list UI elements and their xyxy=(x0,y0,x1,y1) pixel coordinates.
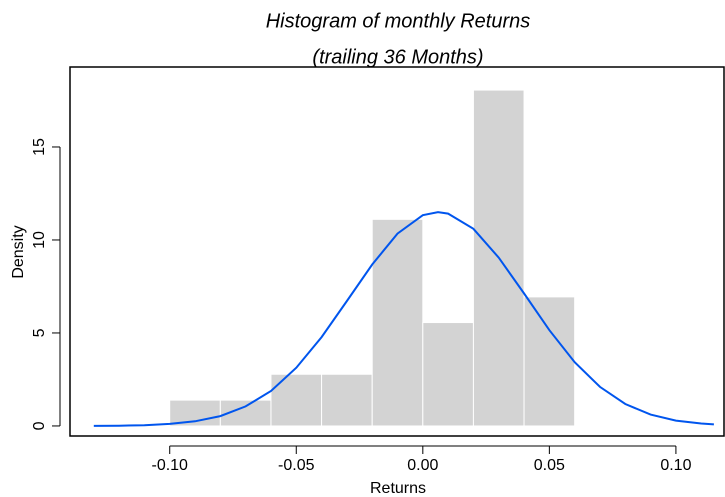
bar xyxy=(371,218,424,427)
bar xyxy=(523,296,576,427)
y-tick-label: 10 xyxy=(31,231,48,249)
density-curve xyxy=(93,211,714,427)
x-tick-label: 0.10 xyxy=(660,457,691,474)
chart-title: Histogram of monthly Returns xyxy=(266,10,531,32)
x-tick-label: 0.05 xyxy=(534,457,565,474)
x-tick-label: -0.05 xyxy=(278,457,315,474)
x-axis-label: Returns xyxy=(370,480,426,497)
chart-subtitle: (trailing 36 Months) xyxy=(312,46,483,68)
bar xyxy=(270,373,323,427)
y-tick-label: 0 xyxy=(31,421,48,430)
x-tick-label: 0.00 xyxy=(407,457,438,474)
plot-frame xyxy=(69,66,725,437)
bar xyxy=(321,373,373,427)
y-tick-label: 15 xyxy=(31,138,48,156)
y-axis-label: Density xyxy=(10,225,27,278)
y-tick-label: 5 xyxy=(31,328,48,337)
x-tick-label: -0.10 xyxy=(151,457,188,474)
bar xyxy=(422,322,474,427)
